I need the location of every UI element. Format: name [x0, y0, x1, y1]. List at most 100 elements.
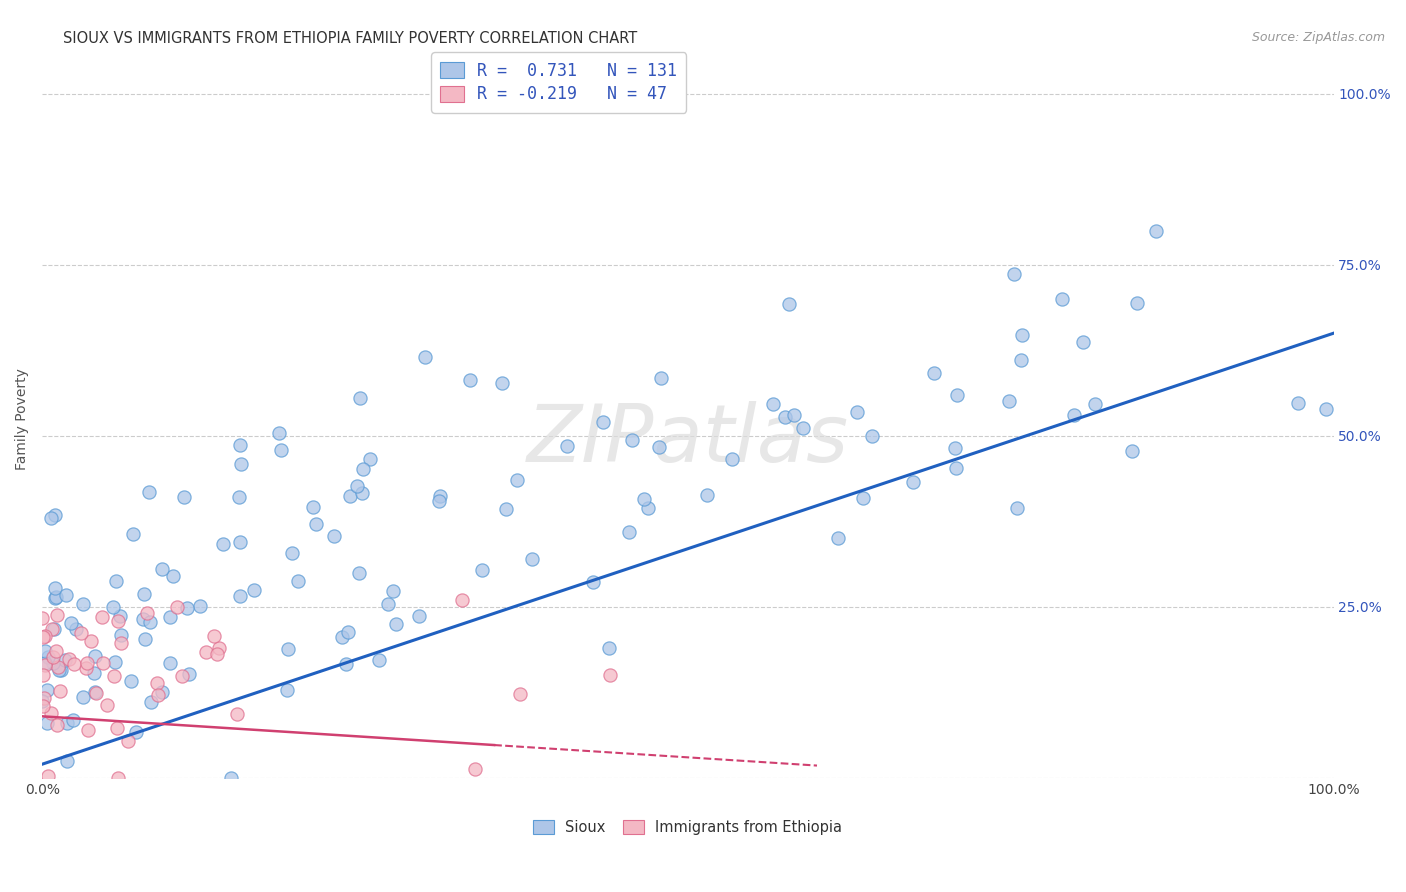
Point — [617, 525, 640, 540]
Point — [229, 438, 252, 452]
Point — [385, 616, 408, 631]
Point — [352, 485, 374, 500]
Point — [58, 652, 80, 666]
Point — [998, 394, 1021, 409]
Point — [945, 461, 967, 475]
Point — [458, 373, 481, 387]
Point — [84, 685, 107, 699]
Point — [103, 599, 125, 614]
Point — [65, 622, 87, 636]
Point — [194, 645, 217, 659]
Point — [46, 718, 69, 732]
Y-axis label: Family Poverty: Family Poverty — [15, 368, 30, 470]
Point — [464, 762, 486, 776]
Point — [32, 691, 55, 706]
Point — [46, 607, 69, 622]
Point — [145, 675, 167, 690]
Point — [633, 491, 655, 506]
Point — [31, 630, 53, 644]
Point — [34, 644, 56, 658]
Point — [1126, 296, 1149, 310]
Point — [56, 754, 79, 768]
Point — [53, 653, 76, 667]
Point — [150, 684, 173, 698]
Point — [337, 624, 360, 639]
Point — [922, 367, 945, 381]
Point — [107, 614, 129, 628]
Point — [103, 669, 125, 683]
Text: Source: ZipAtlas.com: Source: ZipAtlas.com — [1251, 31, 1385, 45]
Point — [1011, 328, 1033, 343]
Point — [335, 657, 357, 671]
Point — [34, 656, 56, 670]
Point — [281, 545, 304, 559]
Point — [125, 724, 148, 739]
Point — [377, 597, 399, 611]
Legend: Sioux, Immigrants from Ethiopia: Sioux, Immigrants from Ethiopia — [533, 821, 842, 835]
Point — [599, 668, 621, 682]
Point — [110, 628, 132, 642]
Point — [205, 647, 228, 661]
Point — [179, 667, 201, 681]
Point — [120, 674, 142, 689]
Point — [45, 591, 67, 605]
Point — [229, 457, 252, 471]
Point — [330, 630, 353, 644]
Point — [42, 650, 65, 665]
Point — [32, 668, 55, 682]
Point — [778, 297, 800, 311]
Point — [105, 574, 128, 588]
Point — [31, 611, 53, 625]
Point — [212, 537, 235, 551]
Point — [159, 609, 181, 624]
Point — [408, 609, 430, 624]
Point — [720, 452, 742, 467]
Point — [359, 451, 381, 466]
Point — [172, 668, 194, 682]
Point — [72, 597, 94, 611]
Point — [762, 397, 785, 411]
Point — [117, 734, 139, 748]
Point — [173, 490, 195, 504]
Point — [1050, 292, 1073, 306]
Point — [491, 376, 513, 391]
Point — [146, 688, 169, 702]
Point — [162, 569, 184, 583]
Point — [946, 388, 969, 402]
Point — [204, 629, 226, 643]
Point — [229, 590, 252, 604]
Point — [91, 656, 114, 670]
Point — [287, 574, 309, 588]
Point — [1002, 267, 1025, 281]
Point — [451, 593, 474, 607]
Point — [1121, 443, 1143, 458]
Point — [139, 615, 162, 630]
Point — [159, 656, 181, 670]
Point — [243, 583, 266, 598]
Point — [134, 632, 156, 646]
Point — [352, 462, 374, 476]
Point — [302, 500, 325, 514]
Point — [846, 405, 869, 419]
Point — [31, 698, 53, 713]
Point — [70, 625, 93, 640]
Point — [305, 516, 328, 531]
Point — [107, 771, 129, 785]
Point — [49, 684, 72, 698]
Point — [110, 609, 132, 624]
Point — [48, 663, 70, 677]
Point — [51, 663, 73, 677]
Point — [44, 508, 66, 522]
Point — [34, 630, 56, 644]
Point — [773, 410, 796, 425]
Point — [138, 484, 160, 499]
Point — [131, 612, 153, 626]
Point — [1084, 397, 1107, 411]
Point — [429, 489, 451, 503]
Point — [136, 606, 159, 620]
Point — [34, 658, 56, 673]
Point — [852, 491, 875, 506]
Point — [41, 656, 63, 670]
Point — [96, 698, 118, 712]
Point — [322, 529, 344, 543]
